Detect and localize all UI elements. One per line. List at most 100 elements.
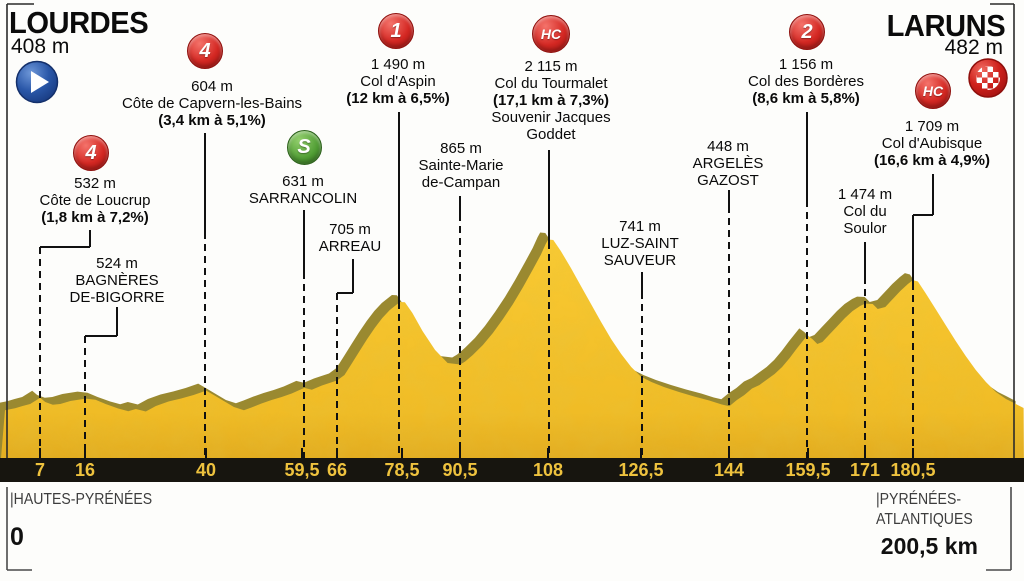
marker-label-line: Goddet — [526, 126, 576, 143]
start-city-title: LOURDES — [9, 5, 149, 40]
marker-label-line: Col d'Aubisque — [881, 135, 983, 152]
finish-checkered-icon — [968, 58, 1008, 103]
axis-tick — [547, 448, 549, 458]
axis-tick — [39, 448, 41, 458]
badge-glyph: HC — [922, 83, 944, 99]
marker-label-col-du-tourmalet: 2 115 m Col du Tourmalet (17,1 km à 7,3%) S… — [491, 58, 610, 143]
km-tick-label: 59,5 — [284, 460, 319, 480]
marker-label-sainte-marie-de-campan: 865 m Sainte-Marie de-Campan — [418, 140, 503, 191]
km-tick-label: 159,5 — [785, 460, 830, 480]
marker-label-line: de-Campan — [421, 174, 501, 191]
total-distance-label: 200,5 km — [880, 533, 978, 559]
start-play-icon — [15, 60, 59, 109]
marker-label-cote-de-capvern-les-bains: 604 m Côte de Capvern-les-Bains (3,4 km à … — [122, 78, 302, 129]
km-tick-label: 144 — [714, 460, 744, 480]
badge-glyph: 4 — [85, 141, 97, 164]
marker-label-line: 1 490 m — [370, 56, 426, 73]
marker-label-line: (16,6 km à 4,9%) — [874, 152, 990, 169]
km-tick-label: 108 — [533, 460, 563, 480]
category-4-badge-icon: 4 — [187, 33, 223, 69]
right-department-line1: |PYRÉNÉES- — [876, 491, 962, 508]
axis-tick — [912, 448, 914, 458]
km-tick-label: 40 — [196, 460, 216, 480]
marker-label-sarrancolin: 631 m SARRANCOLIN — [249, 173, 357, 207]
marker-label-line: SAUVEUR — [603, 252, 677, 269]
marker-label-arreau: 705 m ARREAU — [319, 221, 382, 255]
marker-label-line: 1 474 m — [837, 186, 893, 203]
finish-altitude: 482 m — [944, 36, 1003, 59]
marker-label-line: 1 709 m — [904, 118, 960, 135]
marker-label-line: (1,8 km à 7,2%) — [41, 209, 149, 226]
start-altitude: 408 m — [11, 35, 70, 58]
marker-label-line: SARRANCOLIN — [248, 190, 358, 207]
marker-label-line: (17,1 km à 7,3%) — [493, 92, 609, 109]
right-department-line2: ATLANTIQUES — [876, 511, 973, 528]
marker-label-col-du-soulor: 1 474 m Col du Soulor — [838, 186, 892, 237]
marker-label-line: 604 m — [191, 78, 233, 95]
marker-label-line: ARGELÈS — [692, 155, 764, 172]
marker-label-line: LUZ-SAINT — [601, 235, 679, 252]
axis-tick — [459, 448, 461, 458]
marker-label-line: (12 km à 6,5%) — [346, 90, 450, 107]
category-1-badge-icon: 1 — [378, 13, 414, 49]
km-tick-label: 171 — [850, 460, 880, 480]
marker-label-line: (8,6 km à 5,8%) — [752, 90, 860, 107]
right-department-label: |PYRÉNÉES- ATLANTIQUES — [876, 490, 973, 530]
marker-label-line: Col des Bordères — [748, 73, 864, 90]
marker-label-argeles-gazost: 448 m ARGELÈS GAZOST — [693, 138, 764, 189]
marker-label-line: (3,4 km à 5,1%) — [158, 112, 266, 129]
marker-label-line: 705 m — [329, 221, 371, 238]
axis-tick — [728, 448, 730, 458]
axis-tick — [336, 448, 338, 458]
sprint-badge-icon: S — [286, 129, 322, 165]
axis-tick — [640, 448, 642, 458]
start-km-label: 0 — [10, 523, 24, 551]
km-tick-label: 16 — [75, 460, 95, 480]
marker-label-line: GAZOST — [697, 172, 759, 189]
marker-label-col-d-aubisque: 1 709 m Col d'Aubisque (16,6 km à 4,9%) — [874, 118, 990, 169]
marker-label-line: 448 m — [707, 138, 749, 155]
axis-tick — [864, 448, 866, 458]
marker-label-line: Col du — [843, 203, 887, 220]
marker-label-line: 524 m — [96, 255, 138, 272]
km-tick-label: 126,5 — [618, 460, 663, 480]
axis-tick — [205, 448, 207, 458]
marker-label-col-d-aspin: 1 490 m Col d'Aspin (12 km à 6,5%) — [346, 56, 449, 107]
marker-label-line: Côte de Capvern-les-Bains — [121, 95, 303, 112]
axis-tick — [84, 448, 86, 458]
marker-label-line: DE-BIGORRE — [69, 289, 165, 306]
marker-label-line: 1 156 m — [778, 56, 834, 73]
badge-glyph: S — [297, 135, 311, 158]
badge-glyph: HC — [540, 26, 562, 42]
marker-label-line: 631 m — [282, 173, 324, 190]
badge-glyph: 4 — [199, 39, 211, 62]
marker-label-line: BAGNÈRES — [75, 272, 159, 289]
marker-label-bagneres-de-bigorre: 524 m BAGNÈRES DE-BIGORRE — [69, 255, 164, 306]
marker-label-line: Soulor — [843, 220, 887, 237]
km-tick-label: 180,5 — [890, 460, 935, 480]
km-axis-bar — [0, 458, 1024, 482]
category-4-badge-icon: 4 — [73, 135, 109, 171]
marker-label-line: 741 m — [619, 218, 661, 235]
marker-label-line: Côte de Loucrup — [39, 192, 151, 209]
category-hc-badge-icon: HC — [915, 73, 951, 109]
category-hc-badge-icon: HC — [532, 15, 570, 53]
marker-label-line: Souvenir Jacques — [491, 109, 611, 126]
marker-label-line: 532 m — [74, 175, 116, 192]
axis-tick — [807, 448, 809, 458]
km-tick-label: 78,5 — [384, 460, 419, 480]
marker-label-line: Sainte-Marie — [418, 157, 504, 174]
km-tick-label: 90,5 — [442, 460, 477, 480]
badge-glyph: 1 — [390, 19, 402, 42]
marker-label-col-des-borderes: 1 156 m Col des Bordères (8,6 km à 5,8%) — [748, 56, 864, 107]
axis-tick — [401, 448, 403, 458]
km-tick-label: 66 — [327, 460, 347, 480]
badge-glyph: 2 — [801, 20, 813, 43]
marker-label-line: 2 115 m — [524, 58, 578, 75]
marker-label-line: Col du Tourmalet — [494, 75, 608, 92]
category-2-badge-icon: 2 — [789, 14, 825, 50]
left-department-label: |HAUTES-PYRÉNÉES — [10, 491, 153, 508]
marker-label-line: ARREAU — [318, 238, 382, 255]
